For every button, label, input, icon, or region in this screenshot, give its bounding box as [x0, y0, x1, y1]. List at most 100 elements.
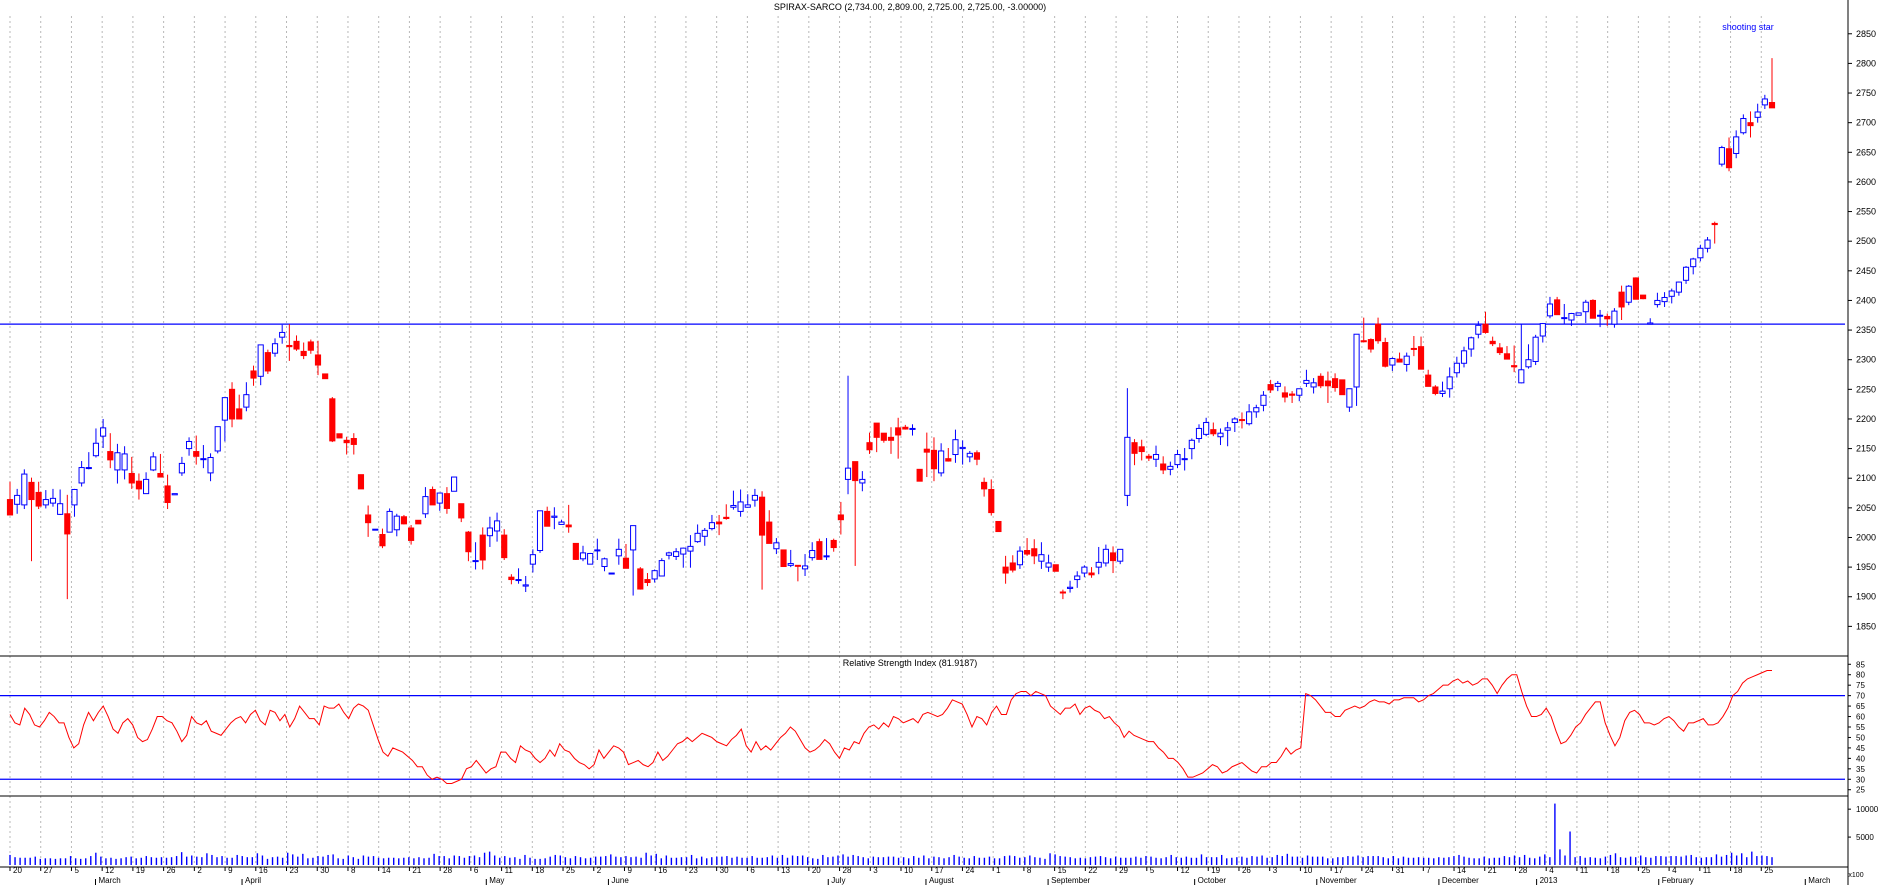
candle-body — [622, 557, 630, 569]
x-day-label: 14 — [382, 866, 391, 875]
candle-body — [486, 527, 493, 537]
x-day-label: 7 — [1426, 866, 1431, 875]
price-tick-label: 2450 — [1856, 266, 1876, 276]
candle-body — [1410, 347, 1417, 350]
x-day-label: 21 — [412, 866, 421, 875]
candle-body — [1446, 376, 1453, 390]
candle-body — [1303, 379, 1310, 384]
x-day-label: 6 — [474, 866, 479, 875]
candle-body — [42, 499, 49, 506]
x-month-label: October — [1198, 876, 1227, 885]
x-day-label: 18 — [1611, 866, 1620, 875]
x-day-label: 16 — [658, 866, 667, 875]
x-month-label: February — [1662, 876, 1694, 885]
candle-body — [680, 547, 687, 555]
candle-body — [880, 432, 887, 441]
candle-body — [1131, 442, 1138, 454]
candle-body — [1253, 407, 1260, 413]
price-tick-label: 2650 — [1856, 147, 1876, 157]
candle-body — [1145, 455, 1152, 459]
candle-body — [1725, 148, 1733, 169]
candle-body — [264, 352, 271, 372]
x-day-label: 10 — [904, 866, 913, 875]
candle-body — [408, 527, 415, 541]
candle-body — [1181, 458, 1188, 461]
rsi-tick-label: 55 — [1856, 723, 1865, 732]
price-tick-label: 2050 — [1856, 503, 1876, 513]
candle-body — [279, 331, 286, 338]
candle-body — [1589, 299, 1597, 319]
rsi-tick-label: 35 — [1856, 765, 1865, 774]
x-day-label: 12 — [105, 866, 114, 875]
candle-body — [1389, 358, 1396, 366]
candle-body — [615, 548, 622, 557]
candle-body — [1697, 247, 1704, 259]
candle-body — [515, 579, 522, 582]
candle-body — [121, 453, 128, 471]
x-day-label: 15 — [1058, 866, 1067, 875]
candle-body — [1188, 439, 1195, 450]
x-day-label: 23 — [290, 866, 299, 875]
volume-tick-label: 10000 — [1856, 805, 1879, 814]
candle-body — [1439, 390, 1446, 394]
candle-body — [479, 534, 486, 561]
candle-body — [780, 549, 787, 568]
candle-body — [887, 436, 895, 441]
candle-body — [766, 521, 773, 544]
candle-body — [1367, 339, 1374, 350]
x-day-label: 10 — [1303, 866, 1312, 875]
price-tick-label: 1950 — [1856, 562, 1876, 572]
candle-body — [322, 373, 329, 380]
candle-body — [1059, 591, 1066, 594]
candle-body — [1210, 429, 1217, 435]
rsi-tick-label: 80 — [1856, 671, 1865, 680]
candle-body — [1195, 427, 1203, 440]
candle-body — [945, 458, 952, 462]
candle-body — [737, 501, 744, 512]
price-tick-label: 2350 — [1856, 325, 1876, 335]
candle-body — [1346, 388, 1353, 408]
candle-body — [1639, 294, 1647, 300]
x-day-label: 18 — [1734, 866, 1743, 875]
candle-body — [1324, 380, 1331, 387]
candle-body — [71, 488, 78, 506]
price-tick-label: 2550 — [1856, 207, 1876, 217]
candle-body — [1267, 384, 1274, 391]
candle-body — [314, 354, 322, 366]
candle-body — [64, 513, 71, 535]
candle-body — [1690, 258, 1697, 268]
candle-body — [143, 478, 150, 495]
candle-body — [1747, 122, 1754, 127]
price-tick-label: 2000 — [1856, 532, 1876, 542]
candle-body — [1224, 427, 1231, 431]
shooting-star-annotation: shooting star — [1722, 22, 1774, 32]
candle-body — [1618, 291, 1625, 308]
candle-body — [995, 520, 1002, 533]
rsi-line — [9, 670, 1772, 784]
candle-body — [579, 552, 587, 560]
candle-body — [1174, 454, 1181, 466]
candle-body — [902, 426, 909, 430]
candle-body — [1274, 382, 1281, 387]
candle-body — [1260, 394, 1267, 406]
candle-body — [228, 388, 236, 420]
rsi-tick-label: 30 — [1856, 775, 1865, 784]
price-tick-label: 2300 — [1856, 355, 1876, 365]
candle-body — [293, 340, 300, 350]
candle-body — [236, 408, 243, 420]
candle-body — [171, 493, 178, 496]
candle-body — [665, 552, 673, 556]
candle-body — [744, 504, 751, 508]
rsi-tick-label: 60 — [1856, 713, 1865, 722]
candle-body — [1296, 388, 1303, 396]
x-day-label: 21 — [1488, 866, 1497, 875]
x-day-label: 3 — [1273, 866, 1278, 875]
candle-body — [1024, 550, 1031, 555]
candle-body — [415, 519, 422, 525]
x-day-label: 5 — [1150, 866, 1155, 875]
x-day-label: 23 — [689, 866, 698, 875]
candle-body — [271, 343, 279, 354]
rsi-tick-label: 50 — [1856, 733, 1865, 742]
candle-body — [429, 488, 436, 506]
